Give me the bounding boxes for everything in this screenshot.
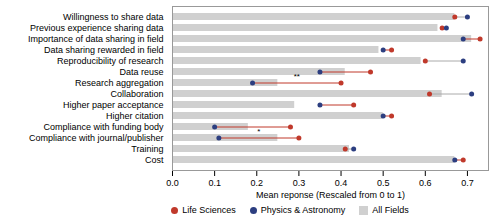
svg-text:Reproducibility of research: Reproducibility of research — [57, 56, 164, 66]
svg-text:Previous experience sharing da: Previous experience sharing data — [30, 23, 164, 33]
svg-text:Collaboration: Collaboration — [110, 89, 163, 99]
svg-text:Research aggregation: Research aggregation — [75, 78, 164, 88]
svg-text:Higher citation: Higher citation — [106, 111, 164, 121]
svg-text:Cost: Cost — [145, 155, 164, 165]
html-text:Physics & Astronomy: Physics & Astronomy — [260, 205, 346, 215]
svg-text:0.2: 0.2 — [251, 178, 264, 188]
svg-text:0.3: 0.3 — [293, 178, 306, 188]
svg-text:**: ** — [294, 72, 300, 81]
svg-text:0.1: 0.1 — [208, 178, 221, 188]
svg-text:0.6: 0.6 — [419, 178, 432, 188]
svg-text:Compliance with funding body: Compliance with funding body — [43, 122, 164, 132]
svg-text:0.5: 0.5 — [377, 178, 390, 188]
html-text:Life Sciences: Life Sciences — [182, 205, 236, 215]
svg-text:Higher paper acceptance: Higher paper acceptance — [63, 100, 164, 110]
html-text:All Fields: All Fields — [372, 205, 409, 215]
svg-text:Training: Training — [131, 144, 163, 154]
svg-text:Importance of data sharing in: Importance of data sharing in field — [28, 34, 164, 44]
svg-text:Data reuse: Data reuse — [119, 67, 163, 77]
svg-text:*: * — [257, 127, 260, 136]
svg-text:0.4: 0.4 — [335, 178, 348, 188]
svg-text:Data sharing rewarded in field: Data sharing rewarded in field — [44, 45, 164, 55]
svg-text:Compliance with journal/publis: Compliance with journal/publisher — [29, 133, 164, 143]
svg-text:0.7: 0.7 — [461, 178, 474, 188]
svg-text:0.0: 0.0 — [166, 178, 179, 188]
svg-text:Willingness to share data: Willingness to share data — [63, 12, 164, 22]
svg-text:Mean reponse (Rescaled from 0: Mean reponse (Rescaled from 0 to 1) — [256, 190, 405, 200]
